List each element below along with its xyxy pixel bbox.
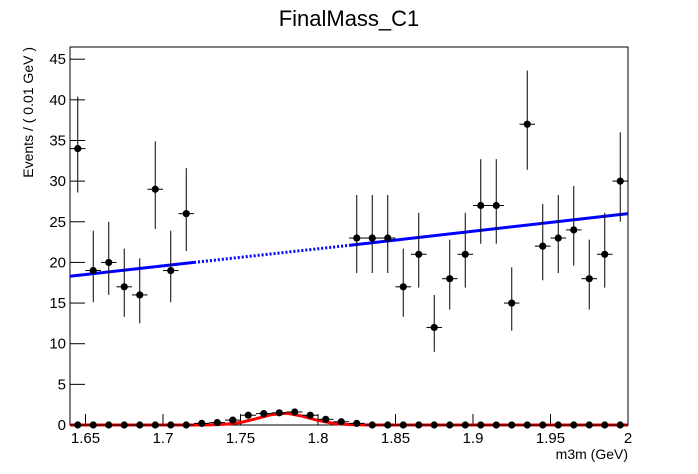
data-point (616, 421, 624, 429)
data-point (539, 242, 547, 250)
chart-title: FinalMass_C1 (279, 6, 420, 31)
data-point (585, 421, 593, 429)
data-point (291, 408, 299, 416)
x-tick-label: 1.95 (536, 430, 565, 447)
data-point (570, 226, 578, 234)
data-point (368, 234, 376, 242)
data-point (136, 421, 144, 429)
data-point (601, 421, 609, 429)
y-tick-label: 35 (49, 132, 66, 149)
y-tick-label: 5 (58, 376, 66, 393)
data-point (384, 234, 392, 242)
data-point (353, 234, 361, 242)
y-tick-label: 15 (49, 295, 66, 312)
x-tick-label: 1.7 (153, 430, 174, 447)
x-tick-label: 1.65 (71, 430, 100, 447)
data-point (89, 421, 97, 429)
fit-line (193, 243, 350, 264)
data-point (120, 421, 128, 429)
data-point (74, 421, 82, 429)
y-axis-label: Events / ( 0.01 GeV ) (20, 47, 36, 178)
data-point (244, 411, 252, 419)
data-point (508, 299, 516, 307)
x-tick-label: 1.75 (226, 430, 255, 447)
data-point (477, 421, 485, 429)
data-point (136, 291, 144, 299)
data-point (229, 416, 237, 424)
y-tick-label: 40 (49, 92, 66, 109)
data-point (74, 145, 82, 153)
data-point (446, 275, 454, 283)
data-point (492, 201, 500, 210)
data-point (182, 210, 190, 218)
data-point (306, 411, 314, 419)
data-point (523, 421, 531, 429)
data-point (554, 234, 562, 242)
data-point (322, 415, 330, 423)
data-point (616, 177, 624, 185)
data-point (570, 421, 578, 429)
y-tick-label: 20 (49, 254, 66, 271)
data-point (523, 120, 531, 128)
data-point (105, 421, 113, 429)
data-point (446, 421, 454, 429)
data-point (554, 421, 562, 429)
data-point (337, 418, 345, 426)
data-point (260, 410, 268, 418)
data-point (198, 419, 206, 427)
data-point (399, 421, 407, 429)
data-point (539, 421, 547, 429)
fit-line (69, 260, 195, 278)
data-point (120, 283, 128, 291)
y-tick-label: 10 (49, 336, 66, 353)
data-point (167, 266, 175, 275)
y-tick-label: 0 (58, 417, 66, 434)
data-point (167, 421, 175, 429)
data-point (353, 419, 361, 427)
y-tick-label: 30 (49, 173, 66, 190)
data-point (182, 421, 190, 429)
data-point (89, 266, 97, 275)
y-tick-label: 25 (49, 214, 66, 231)
data-point (585, 275, 593, 283)
data-point (368, 421, 376, 429)
fit-line (240, 417, 257, 424)
x-tick-label: 1.9 (463, 430, 484, 447)
fit-line (348, 212, 629, 247)
data-point (275, 409, 283, 417)
data-point (415, 250, 423, 258)
data-point (151, 421, 159, 429)
data-point (461, 250, 469, 258)
y-tick-label: 45 (49, 51, 66, 68)
data-point (415, 421, 423, 429)
data-point (430, 323, 438, 332)
x-axis-label: m3m (GeV) (556, 446, 628, 462)
data-point (105, 258, 113, 267)
data-point (601, 250, 609, 258)
data-point (430, 421, 438, 429)
data-point (508, 421, 516, 429)
data-point (461, 421, 469, 429)
data-point (213, 418, 221, 427)
data-point (477, 201, 485, 210)
data-point (399, 283, 407, 291)
x-tick-label: 1.85 (381, 430, 410, 447)
x-tick-label: 2 (624, 430, 632, 447)
x-tick-label: 1.8 (308, 430, 329, 447)
data-point (151, 185, 159, 193)
data-point (492, 421, 500, 429)
data-point (384, 421, 392, 429)
